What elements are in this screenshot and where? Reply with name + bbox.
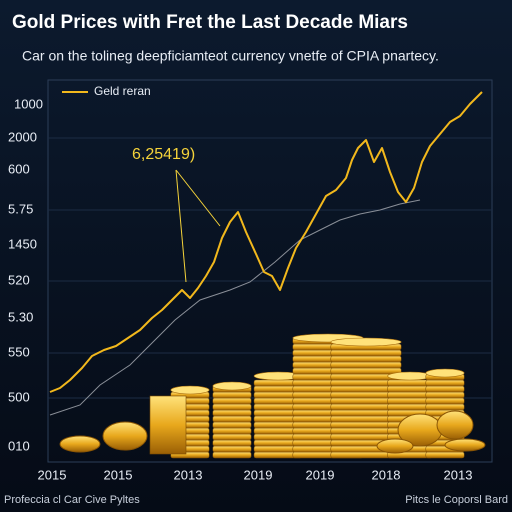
coin bbox=[212, 409, 252, 417]
coin bbox=[212, 421, 252, 429]
y-label: 1450 bbox=[8, 236, 37, 251]
gold-bar bbox=[149, 395, 187, 455]
loose-coin bbox=[59, 435, 101, 453]
gold-price-line bbox=[49, 91, 483, 393]
x-label: 2015 bbox=[104, 467, 133, 482]
loose-coin bbox=[444, 438, 486, 452]
y-label: 2000 bbox=[8, 129, 37, 144]
x-label: 2013 bbox=[174, 467, 203, 482]
y-label: 520 bbox=[8, 272, 30, 287]
coin bbox=[425, 385, 465, 393]
y-label: 5.75 bbox=[8, 201, 33, 216]
coin bbox=[425, 397, 465, 405]
y-label: 010 bbox=[8, 438, 30, 453]
coin bbox=[212, 391, 252, 399]
loose-coin bbox=[376, 438, 414, 454]
arrow bbox=[175, 169, 221, 227]
chart-title: Gold Prices with Fret the Last Decade Mi… bbox=[12, 12, 408, 33]
x-label: 2018 bbox=[372, 467, 401, 482]
secondary-line bbox=[49, 199, 421, 416]
plot-frame bbox=[47, 79, 493, 463]
coin bbox=[212, 403, 252, 411]
coin bbox=[425, 451, 465, 459]
y-label: 1000 bbox=[14, 96, 43, 111]
loose-coin bbox=[436, 410, 474, 440]
footer-right: Pitcs le Coporsl Bard bbox=[405, 494, 508, 506]
coin-top bbox=[170, 385, 210, 395]
coin-top bbox=[330, 337, 402, 347]
loose-coin bbox=[102, 421, 148, 451]
coin-top bbox=[425, 368, 465, 378]
footer-left: Profeccia cl Car Cive Pyltes bbox=[4, 494, 140, 506]
coin bbox=[330, 349, 402, 357]
coin bbox=[330, 367, 402, 375]
x-label: 2015 bbox=[38, 467, 67, 482]
x-labels: 2015 2015 2013 2019 2019 2018 2013 bbox=[38, 467, 473, 482]
coin bbox=[330, 361, 402, 369]
coin-top bbox=[212, 381, 252, 391]
y-label: 550 bbox=[8, 344, 30, 359]
subtitle: Car on the tolineg deepficiamteot curren… bbox=[22, 48, 439, 64]
y-labels: 1000 2000 600 5.75 1450 520 5.30 550 500 010 bbox=[8, 96, 43, 453]
x-label: 2019 bbox=[244, 467, 273, 482]
coin bbox=[212, 439, 252, 447]
coin bbox=[212, 451, 252, 459]
coin bbox=[212, 397, 252, 405]
coin bbox=[212, 427, 252, 435]
x-label: 2013 bbox=[444, 467, 473, 482]
coin bbox=[425, 379, 465, 387]
coin bbox=[425, 403, 465, 411]
coin bbox=[212, 415, 252, 423]
arrow bbox=[175, 169, 187, 283]
legend-label: Geld reran bbox=[94, 84, 151, 98]
coin-stacks bbox=[59, 333, 486, 459]
y-label: 500 bbox=[8, 389, 30, 404]
y-label: 600 bbox=[8, 161, 30, 176]
coin bbox=[212, 445, 252, 453]
coin bbox=[330, 355, 402, 363]
y-label: 5.30 bbox=[8, 309, 33, 324]
coin bbox=[425, 391, 465, 399]
annotation: 6,25419) bbox=[132, 146, 195, 163]
annotation-arrows bbox=[175, 169, 221, 283]
x-label: 2019 bbox=[306, 467, 335, 482]
coin bbox=[212, 433, 252, 441]
